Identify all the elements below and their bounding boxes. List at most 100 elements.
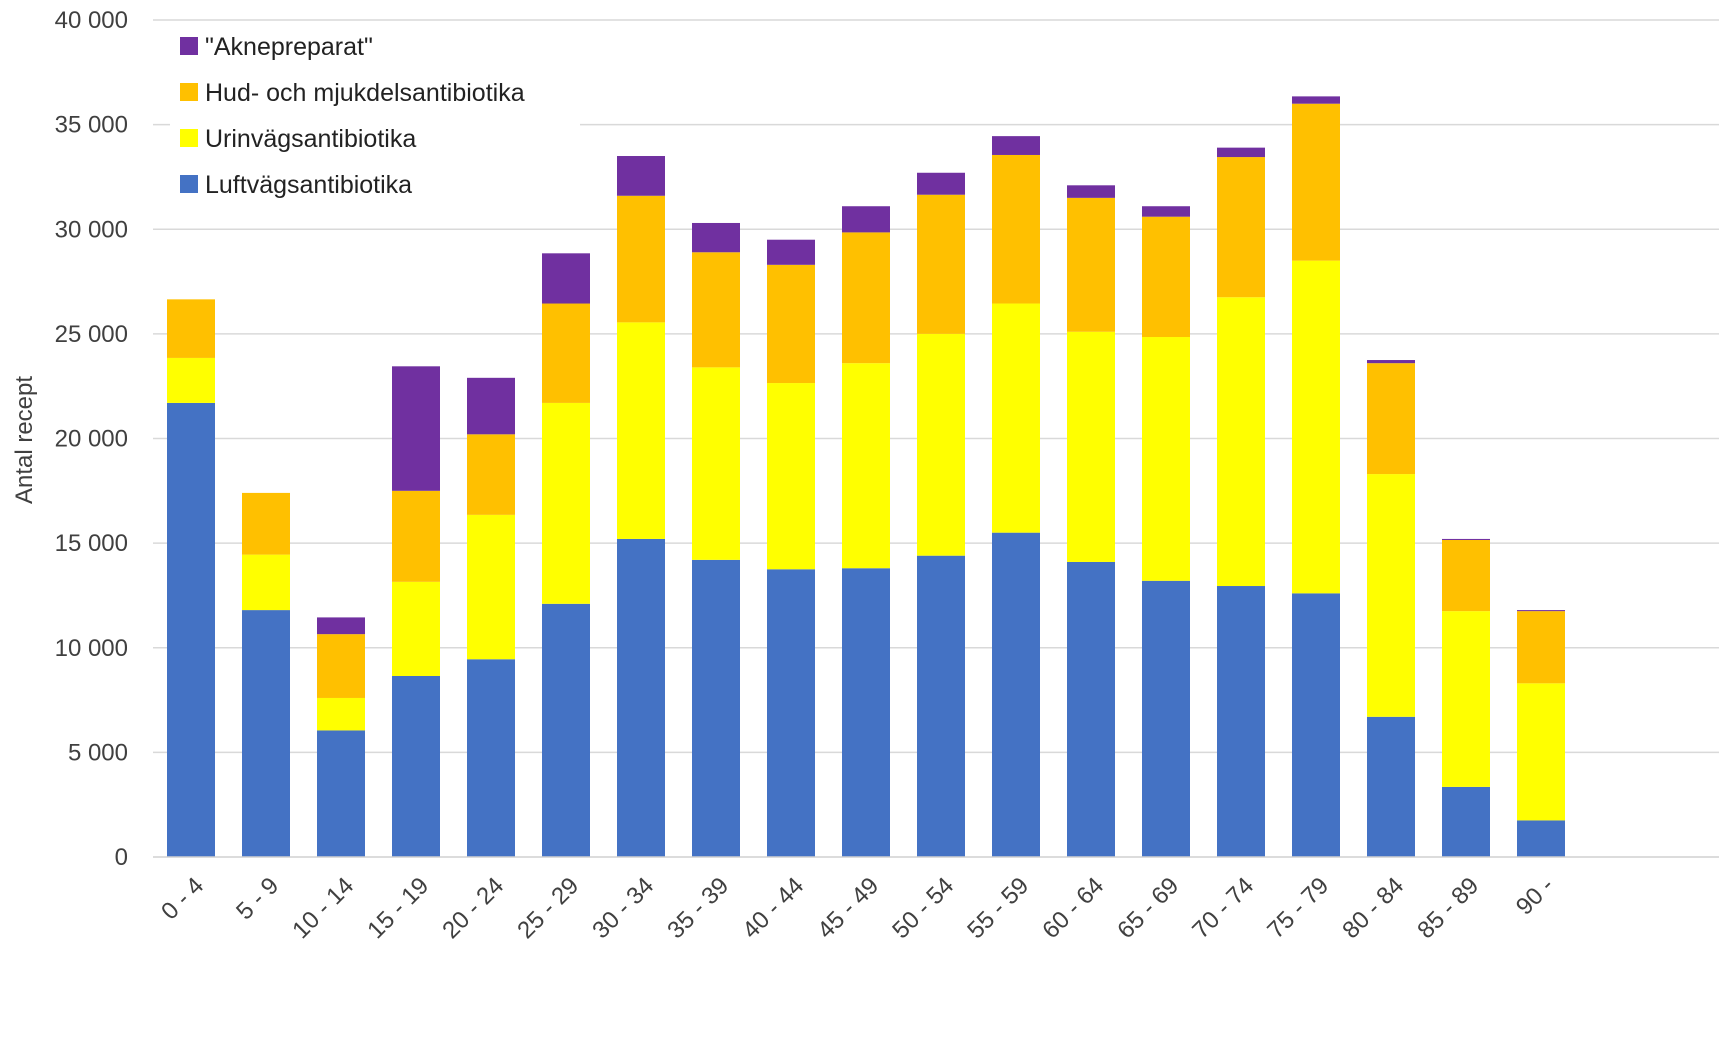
- y-tick-label: 20 000: [55, 426, 128, 453]
- bar-stack: [1367, 360, 1415, 857]
- x-axis-ticks: 0 - 4 5 - 9 10 - 14 15 - 19 20 - 24 25 - 29 30…: [156, 872, 1559, 944]
- x-tick-label: 45 - 49: [812, 872, 884, 944]
- legend-label: "Aknepreparat": [205, 33, 373, 61]
- bar-segment: [917, 333, 965, 556]
- bar-segment: [842, 568, 890, 857]
- bar-segment: [1442, 538, 1490, 540]
- bar-stack: [542, 253, 590, 857]
- x-tick-label: 15 - 19: [362, 872, 434, 944]
- bar-segment: [1367, 363, 1415, 475]
- y-tick-label: 5 000: [68, 739, 128, 766]
- bar-segment: [692, 367, 740, 560]
- bar-segment: [1517, 611, 1565, 684]
- x-tick-label: 75 - 79: [1262, 872, 1334, 944]
- bar-segment: [842, 206, 890, 233]
- x-tick-label: 55 - 59: [962, 872, 1034, 944]
- legend-swatch: [180, 83, 198, 101]
- bar-segment: [317, 634, 365, 698]
- bar-stack: [617, 156, 665, 857]
- bar-segment: [692, 222, 740, 253]
- x-tick-label: 50 - 54: [887, 872, 959, 944]
- x-tick-label: 40 - 44: [737, 872, 809, 944]
- x-tick-label: 90 -: [1511, 872, 1559, 920]
- y-axis-title: Antal recept: [11, 376, 38, 504]
- bar-segment: [1217, 586, 1265, 857]
- y-tick-label: 35 000: [55, 112, 128, 139]
- bar-segment: [1292, 260, 1340, 594]
- bar-segment: [617, 195, 665, 323]
- y-tick-label: 25 000: [55, 321, 128, 348]
- legend-label: Luftvägsantibiotika: [205, 171, 412, 199]
- bar-segment: [1517, 610, 1565, 612]
- bar-segment: [842, 232, 890, 364]
- bar-segment: [392, 366, 440, 491]
- x-tick-label: 0 - 4: [156, 872, 209, 925]
- legend-background: [170, 26, 580, 206]
- bar-stack: [1292, 96, 1340, 857]
- x-tick-label: 5 - 9: [231, 872, 284, 925]
- bar-segment: [167, 299, 215, 358]
- bar-stack: [1067, 185, 1115, 857]
- bar-segment: [617, 538, 665, 857]
- bar-segment: [1142, 206, 1190, 217]
- bar-stack: [692, 222, 740, 857]
- bar-segment: [1067, 331, 1115, 562]
- bar-stack: [767, 239, 815, 857]
- bar-segment: [467, 514, 515, 660]
- bar-segment: [767, 383, 815, 570]
- y-tick-label: 10 000: [55, 635, 128, 662]
- x-tick-label: 10 - 14: [287, 872, 359, 944]
- bar-segment: [767, 239, 815, 265]
- bar-segment: [1292, 593, 1340, 857]
- legend-label: Urinvägsantibiotika: [205, 125, 416, 153]
- bar-segment: [542, 402, 590, 604]
- bar-segment: [692, 559, 740, 857]
- bar-segment: [167, 402, 215, 857]
- bar-segment: [992, 303, 1040, 533]
- bar-segment: [767, 264, 815, 384]
- legend-swatch: [180, 37, 198, 55]
- bar-segment: [1067, 197, 1115, 332]
- bar-segment: [317, 730, 365, 857]
- bar-stack: [1442, 538, 1490, 857]
- legend-swatch: [180, 129, 198, 147]
- bar-segment: [1442, 539, 1490, 612]
- bar-stack: [917, 172, 965, 857]
- legend-item: Hud- och mjukdelsantibiotika: [180, 79, 525, 107]
- x-tick-label: 65 - 69: [1112, 872, 1184, 944]
- x-tick-label: 30 - 34: [587, 872, 659, 944]
- bar-stack: [1142, 206, 1190, 857]
- legend: "Aknepreparat" Hud- och mjukdelsantibioti…: [170, 26, 580, 206]
- bar-segment: [1142, 580, 1190, 857]
- bar-stack: [842, 206, 890, 857]
- legend-label: Hud- och mjukdelsantibiotika: [205, 79, 525, 107]
- bar-segment: [1217, 297, 1265, 587]
- bar-stack: [1217, 147, 1265, 857]
- bar-segment: [1517, 820, 1565, 857]
- bar-segment: [992, 154, 1040, 304]
- bars: [167, 96, 1565, 857]
- bar-segment: [1442, 611, 1490, 787]
- bar-segment: [1367, 716, 1415, 857]
- bar-segment: [242, 554, 290, 611]
- x-tick-label: 80 - 84: [1337, 872, 1409, 944]
- x-tick-label: 70 - 74: [1187, 872, 1259, 944]
- bar-segment: [542, 603, 590, 857]
- bar-segment: [1442, 786, 1490, 857]
- bar-segment: [1517, 683, 1565, 821]
- bar-segment: [392, 581, 440, 676]
- bar-segment: [242, 610, 290, 857]
- bar-stack: [467, 377, 515, 857]
- bar-segment: [917, 172, 965, 195]
- bar-stack: [167, 299, 215, 857]
- bar-segment: [242, 492, 290, 555]
- bar-segment: [1067, 185, 1115, 198]
- bar-segment: [1367, 474, 1415, 717]
- bar-segment: [1067, 561, 1115, 857]
- x-tick-label: 20 - 24: [437, 872, 509, 944]
- bar-segment: [1217, 157, 1265, 298]
- y-axis-ticks: 0 5 000 10 000 15 000 20 000 25 000 30 000 35 0…: [55, 7, 128, 871]
- bar-segment: [317, 617, 365, 635]
- bar-segment: [317, 697, 365, 731]
- bar-segment: [617, 322, 665, 539]
